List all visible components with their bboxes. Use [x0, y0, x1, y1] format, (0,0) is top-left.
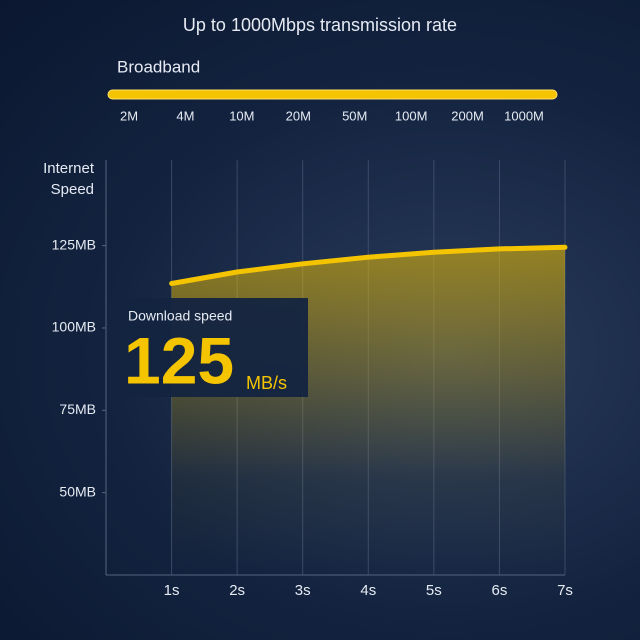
x-tick-label: 4s [360, 582, 376, 599]
x-tick-label: 5s [426, 582, 442, 599]
broadband-tick-label: 4M [176, 108, 194, 123]
broadband-tick-label: 20M [286, 108, 311, 123]
x-tick-label: 2s [229, 582, 245, 599]
x-tick-label: 7s [557, 582, 573, 599]
broadband-tick-label: 100M [395, 108, 428, 123]
x-tick-label: 1s [164, 582, 180, 599]
y-tick-label: 50MB [59, 483, 96, 499]
broadband-label: Broadband [117, 57, 200, 76]
title: Up to 1000Mbps transmission rate [183, 15, 457, 35]
callout-label: Download speed [128, 308, 232, 324]
y-tick-label: 125MB [52, 236, 96, 252]
broadband-bar [107, 89, 558, 100]
callout-box [112, 298, 308, 397]
broadband-tick-label: 10M [229, 108, 254, 123]
x-tick-label: 3s [295, 582, 311, 599]
y-axis-label: Internet Speed [43, 160, 94, 198]
callout-unit: MB/s [246, 373, 287, 393]
broadband-tick-label: 1000M [504, 108, 544, 123]
broadband-tick-label: 50M [342, 108, 367, 123]
x-tick-label: 6s [492, 582, 508, 599]
area [171, 247, 566, 576]
line [169, 244, 568, 286]
y-tick-label: 100MB [52, 319, 96, 335]
broadband-tick-label: 200M [451, 108, 484, 123]
callout-value: 125 [124, 323, 234, 397]
broadband-tick-label: 2M [120, 108, 138, 123]
y-tick-label: 75MB [59, 401, 96, 417]
